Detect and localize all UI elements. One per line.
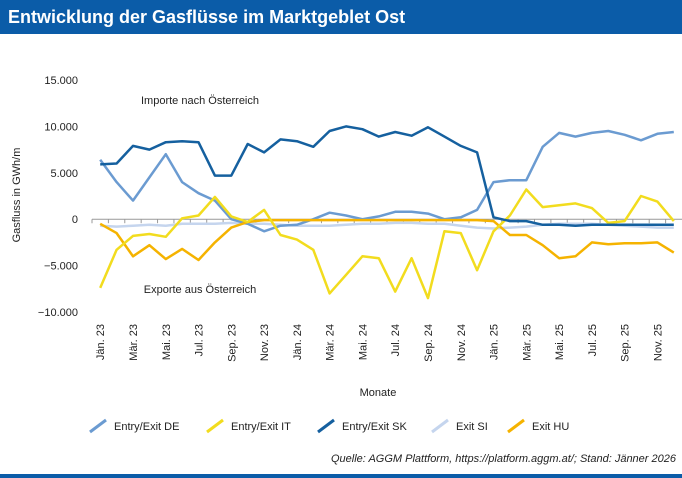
y-tick-label: −10.000 bbox=[38, 307, 78, 319]
y-tick-label: −5.000 bbox=[44, 261, 78, 273]
footer-bar bbox=[0, 474, 682, 478]
series-line bbox=[100, 221, 674, 230]
x-tick-label: Mär. 24 bbox=[325, 324, 337, 361]
x-tick-label: Jän. 23 bbox=[95, 324, 107, 360]
legend-swatch bbox=[89, 418, 107, 434]
x-tick-label: Mai. 24 bbox=[357, 324, 369, 360]
legend-label: Entry/Exit IT bbox=[231, 421, 291, 433]
legend-swatch bbox=[507, 418, 525, 434]
x-tick-label: Jän. 24 bbox=[292, 324, 304, 360]
x-tick-label: Mär. 25 bbox=[521, 324, 533, 361]
series-line bbox=[99, 218, 675, 262]
x-tick-label: Jän. 25 bbox=[489, 324, 501, 360]
series-line bbox=[99, 188, 675, 300]
series-line bbox=[100, 125, 674, 227]
x-tick-label: Sep. 25 bbox=[620, 324, 632, 362]
x-tick-label: Jul. 24 bbox=[390, 324, 402, 356]
chart-title: Entwicklung der Gasflüsse im Marktgeblet… bbox=[8, 7, 406, 27]
x-tick-label: Mai. 23 bbox=[161, 324, 173, 360]
y-tick-label: 10.000 bbox=[44, 121, 78, 133]
x-tick-label: Jul. 23 bbox=[194, 324, 206, 356]
legend-label: Exit SI bbox=[456, 421, 488, 433]
y-axis-label: Gasfluss in GWh/m bbox=[11, 148, 23, 243]
x-tick-label: Nov. 23 bbox=[259, 324, 271, 361]
x-tick-label: Jul. 25 bbox=[587, 324, 599, 356]
legend-swatch bbox=[206, 418, 224, 434]
y-tick-label: 0 bbox=[72, 214, 78, 226]
series-line bbox=[99, 129, 674, 233]
x-tick-label: Mär. 23 bbox=[128, 324, 140, 361]
x-tick-label: Nov. 25 bbox=[652, 324, 664, 361]
legend-label: Entry/Exit SK bbox=[342, 421, 407, 433]
x-tick-label: Mai. 25 bbox=[554, 324, 566, 360]
legend-swatch bbox=[317, 418, 335, 434]
header: Entwicklung der Gasflüsse im Marktgeblet… bbox=[0, 0, 682, 34]
source: Quelle: AGGM Plattform, https://platform… bbox=[331, 453, 677, 465]
x-axis-label: Monate bbox=[360, 387, 397, 399]
annotation: Exporte aus Österreich bbox=[144, 284, 257, 296]
x-tick-label: Sep. 23 bbox=[226, 324, 238, 362]
legend-swatch bbox=[431, 418, 449, 434]
x-tick-label: Sep. 24 bbox=[423, 324, 435, 362]
x-tick-label: Nov. 24 bbox=[456, 324, 468, 361]
y-tick-label: 15.000 bbox=[44, 75, 78, 87]
y-tick-label: 5.000 bbox=[50, 168, 78, 180]
annotation: Importe nach Österreich bbox=[141, 95, 259, 107]
legend-label: Entry/Exit DE bbox=[114, 421, 179, 433]
legend-label: Exit HU bbox=[532, 421, 569, 433]
